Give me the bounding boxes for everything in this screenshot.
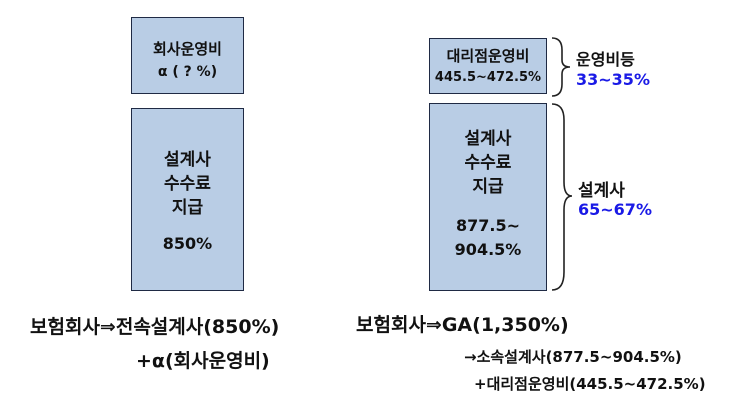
right-commission-box: 설계사 수수료 지급 877.5~ 904.5% bbox=[429, 103, 547, 291]
right-agency-cost-ratio: 445.5~472.5% bbox=[434, 70, 542, 85]
brace-top-label: 운영비등 bbox=[576, 50, 635, 69]
right-caption-line2: →소속설계사(877.5~904.5%) bbox=[464, 348, 682, 366]
top-brace bbox=[551, 37, 571, 97]
right-commission-rate-a: 877.5~ bbox=[455, 216, 520, 235]
left-caption-line2: +α(회사운영비) bbox=[136, 350, 270, 372]
right-caption-line3: +대리점운영비(445.5~472.5%) bbox=[474, 375, 706, 393]
right-commission-line1: 설계사 bbox=[464, 129, 512, 149]
left-commission-line2: 수수료 bbox=[164, 174, 211, 194]
left-caption-line1: 보험회사⇒전속설계사(850%) bbox=[30, 316, 280, 338]
left-operating-cost-box: 회사운영비 α ( ? %) bbox=[131, 17, 244, 94]
right-commission-rate-b: 904.5% bbox=[454, 240, 522, 259]
right-caption-line1: 보험회사⇒GA(1,350%) bbox=[356, 314, 569, 336]
right-commission-line2: 수수료 bbox=[464, 153, 512, 173]
left-commission-line3: 지급 bbox=[171, 198, 204, 218]
left-commission-rate: 850% bbox=[162, 234, 213, 253]
left-commission-line1: 설계사 bbox=[164, 150, 211, 170]
bottom-brace bbox=[551, 103, 573, 291]
right-agency-cost-title: 대리점운영비 bbox=[446, 47, 530, 65]
left-commission-box: 설계사 수수료 지급 850% bbox=[131, 108, 244, 291]
right-agency-cost-box: 대리점운영비 445.5~472.5% bbox=[429, 38, 547, 94]
brace-top-value: 33~35% bbox=[576, 70, 650, 89]
brace-bottom-value: 65~67% bbox=[578, 200, 652, 219]
brace-bottom-label: 설계사 bbox=[578, 181, 625, 201]
left-operating-cost-ratio: α ( ? %) bbox=[157, 64, 218, 80]
right-commission-line3: 지급 bbox=[472, 177, 504, 197]
left-operating-cost-title: 회사운영비 bbox=[152, 40, 222, 58]
